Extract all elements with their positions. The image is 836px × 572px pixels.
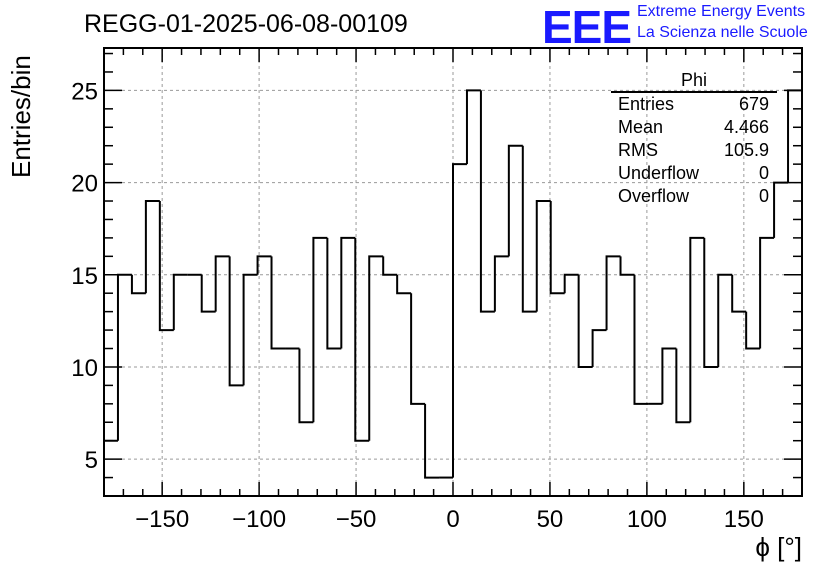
histogram-bin bbox=[759, 236, 775, 349]
x-axis-label: ϕ [°] bbox=[755, 532, 802, 562]
logo-subtitle-2: La Scienza nelle Scuole bbox=[637, 24, 808, 41]
histogram-bin bbox=[703, 237, 719, 368]
stats-value: 0 bbox=[758, 163, 769, 183]
histogram-bin bbox=[354, 237, 370, 442]
histogram-bin bbox=[661, 347, 677, 404]
histogram-bin bbox=[452, 163, 467, 478]
histogram-bin bbox=[270, 256, 286, 350]
histogram-bin bbox=[396, 274, 412, 295]
histogram-bin bbox=[368, 255, 384, 441]
x-tick-label: −100 bbox=[232, 506, 286, 533]
histogram-bin bbox=[605, 255, 621, 331]
stats-row-underflow: Underflow 0 bbox=[611, 162, 777, 185]
histogram-bin bbox=[116, 273, 132, 441]
stats-label: RMS bbox=[618, 140, 658, 160]
histogram-bin bbox=[787, 89, 802, 183]
y-tick-label: 20 bbox=[71, 171, 98, 198]
histogram-bin bbox=[577, 274, 593, 368]
stats-value: 105.9 bbox=[723, 140, 769, 160]
chart-title: REGG-01-2025-06-08-00109 bbox=[84, 10, 408, 38]
histogram-bin bbox=[382, 256, 398, 276]
stats-row-rms: RMS 105.9 bbox=[611, 139, 777, 162]
histogram-bin bbox=[214, 255, 230, 312]
x-tick-label: 0 bbox=[446, 506, 459, 533]
histogram-bin bbox=[745, 311, 761, 350]
histogram-bin bbox=[130, 274, 146, 295]
stats-value: 0 bbox=[758, 186, 769, 206]
histogram-bin bbox=[424, 403, 440, 479]
histogram-bin bbox=[633, 274, 649, 405]
histogram-bin bbox=[172, 273, 188, 331]
histogram-bin bbox=[256, 255, 272, 275]
stats-label: Overflow bbox=[618, 186, 690, 206]
y-tick-label: 25 bbox=[71, 78, 98, 105]
histogram-bin bbox=[563, 273, 579, 294]
stats-box: Phi Entries 679 Mean 4.466 RMS 105.9 Und… bbox=[611, 70, 777, 208]
histogram-bin bbox=[312, 236, 328, 423]
histogram-bin bbox=[675, 348, 691, 424]
histogram-bin bbox=[549, 201, 565, 295]
y-tick-label: 15 bbox=[71, 263, 98, 290]
x-tick-label: 100 bbox=[627, 506, 667, 533]
histogram-bin bbox=[465, 89, 481, 165]
histogram-bin bbox=[619, 256, 635, 276]
x-tick-label: 50 bbox=[537, 506, 564, 533]
histogram-bin bbox=[144, 200, 160, 294]
histogram-bin bbox=[158, 201, 174, 332]
histogram-bin bbox=[773, 181, 789, 238]
x-tick-label: −150 bbox=[135, 506, 189, 533]
stats-value: 679 bbox=[738, 94, 769, 114]
histogram-bin bbox=[535, 200, 551, 312]
histogram-bin bbox=[479, 90, 495, 313]
histogram-bin bbox=[717, 273, 733, 367]
y-tick-label: 5 bbox=[85, 447, 98, 474]
histogram-bin bbox=[340, 236, 356, 349]
eee-logo: EEE bbox=[542, 1, 632, 53]
histogram-bin bbox=[507, 144, 523, 257]
stats-row-entries: Entries 679 bbox=[611, 93, 777, 116]
stats-label: Mean bbox=[618, 117, 664, 137]
y-tick-label: 10 bbox=[71, 355, 98, 382]
stats-row-overflow: Overflow 0 bbox=[611, 185, 777, 208]
histogram-bin bbox=[410, 293, 426, 405]
y-axis-label: Entries/bin bbox=[6, 55, 36, 178]
x-tick-label: 150 bbox=[724, 506, 764, 533]
logo-subtitle-1: Extreme Energy Events bbox=[637, 3, 806, 20]
histogram-bin bbox=[228, 256, 244, 387]
histogram-bin bbox=[242, 273, 258, 386]
histogram-bin bbox=[521, 145, 537, 313]
histogram-bin bbox=[200, 274, 216, 313]
histogram-bin bbox=[689, 236, 705, 423]
stats-label: Underflow bbox=[618, 163, 700, 183]
x-tick-label: −50 bbox=[336, 506, 377, 533]
histogram-bin bbox=[731, 274, 747, 313]
histogram-bin bbox=[103, 439, 118, 496]
histogram-bin bbox=[591, 329, 607, 367]
histogram-bin bbox=[298, 348, 314, 424]
histogram-bin bbox=[326, 237, 342, 350]
stats-label: Entries bbox=[618, 94, 675, 114]
stats-row-mean: Mean 4.466 bbox=[611, 116, 777, 139]
stats-value: 4.466 bbox=[723, 117, 769, 137]
stats-title: Phi bbox=[611, 70, 777, 93]
histogram-bin bbox=[493, 255, 509, 312]
